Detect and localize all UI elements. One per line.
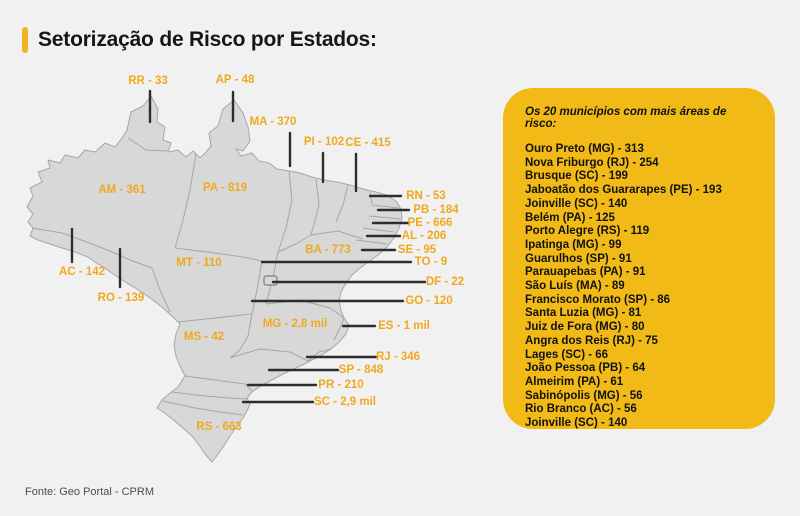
list-item: Brusque (SC) - 199	[525, 170, 628, 183]
state-label-pr: PR - 210	[318, 379, 364, 391]
state-label-rj: RJ - 346	[375, 351, 421, 363]
municipalities-list: Ouro Preto (MG) - 313 Nova Friburgo (RJ)…	[525, 143, 755, 431]
page-title: Setorização de Risco por Estados:	[38, 28, 377, 51]
list-item: Francisco Morato (SP) - 86	[525, 293, 671, 306]
list-item: Guarulhos (SP) - 91	[525, 252, 632, 265]
state-label-am: AM - 361	[98, 184, 146, 196]
list-item: Nova Friburgo (RJ) - 254	[525, 156, 659, 169]
state-label-pa: PA - 819	[202, 182, 248, 194]
state-label-rr: RR - 33	[128, 75, 168, 87]
list-item: Ouro Preto (MG) - 313	[525, 143, 644, 155]
state-label-to: TO - 9	[414, 256, 448, 268]
list-item: João Pessoa (PB) - 64	[525, 362, 646, 375]
state-label-mt: MT - 110	[176, 257, 222, 269]
list-item: Joinville (SC) - 140	[525, 197, 628, 210]
header: Setorização de Risco por Estados:	[22, 27, 377, 53]
state-label-ro: RO - 139	[97, 292, 145, 304]
source-note: Fonte: Geo Portal - CPRM	[25, 486, 154, 498]
state-label-sc: SC - 2,9 mil	[314, 396, 376, 408]
list-item: Sabinópolis (MG) - 56	[525, 389, 643, 402]
list-item: Ipatinga (MG) - 99	[525, 238, 622, 251]
state-label-pb: PB - 184	[413, 204, 459, 216]
municipalities-panel: Os 20 municípios com mais áreas de risco…	[503, 88, 775, 429]
accent-bar	[22, 27, 28, 53]
state-label-al: AL - 206	[401, 230, 447, 242]
state-label-rn: RN - 53	[406, 190, 446, 202]
state-label-sp: SP - 848	[338, 364, 384, 376]
brazil-outline	[26, 95, 403, 463]
df-marker	[263, 275, 278, 286]
state-label-ac: AC - 142	[58, 266, 106, 278]
state-label-es: ES - 1 mil	[378, 320, 430, 332]
list-item: Santa Luzia (MG) - 81	[525, 307, 642, 320]
state-label-ms: MS - 42	[183, 331, 225, 343]
list-item: Angra dos Reis (RJ) - 75	[525, 334, 658, 347]
list-item: Jaboatão dos Guararapes (PE) - 193	[525, 184, 722, 197]
state-label-se: SE - 95	[397, 244, 437, 256]
list-item: Belém (PA) - 125	[525, 211, 615, 224]
state-label-df: DF - 22	[425, 276, 465, 288]
list-item: Porto Alegre (RS) - 119	[525, 225, 650, 238]
state-label-pi: PI - 102	[303, 136, 345, 148]
list-item: Parauapebas (PA) - 91	[525, 266, 646, 279]
panel-title: Os 20 municípios com mais áreas de risco…	[525, 106, 727, 130]
list-item: Almeirim (PA) - 61	[525, 375, 624, 388]
leader-lines	[70, 89, 427, 404]
state-label-mg: MG - 2,8 mil	[262, 318, 328, 330]
state-label-ba: BA - 773	[305, 244, 351, 256]
state-label-go: GO - 120	[405, 295, 453, 307]
list-item: Lages (SC) - 66	[525, 348, 609, 361]
state-label-pe: PE - 666	[407, 217, 453, 229]
list-item: Rio Branco (AC) - 56	[525, 403, 637, 416]
state-label-ap: AP - 48	[215, 74, 255, 86]
list-item: São Luís (MA) - 89	[525, 280, 625, 293]
state-borders	[31, 137, 401, 416]
state-label-rs: RS - 663	[196, 421, 242, 433]
state-label-ce: CE - 415	[345, 137, 391, 149]
state-label-ma: MA - 370	[249, 116, 297, 128]
list-item: Joinville (SC) - 140	[525, 417, 628, 430]
list-item: Juiz de Fora (MG) - 80	[525, 321, 645, 334]
